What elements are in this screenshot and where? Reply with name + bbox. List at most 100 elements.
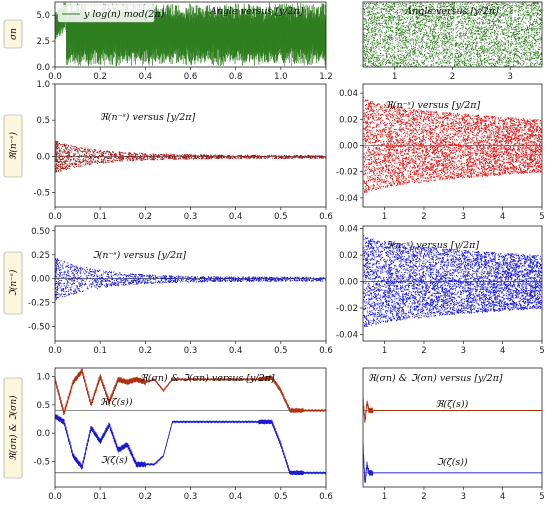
angle-right-point	[497, 25, 499, 27]
angle-right-point	[511, 9, 513, 10]
angle-right-point	[517, 18, 519, 19]
angle-right-point	[367, 48, 369, 50]
angle-right-point	[403, 39, 405, 41]
angle-right-point	[462, 6, 464, 7]
angle-right-point	[430, 47, 432, 49]
angle-right-point	[418, 17, 420, 19]
angle-right-point	[536, 31, 537, 33]
angle-right-point	[504, 54, 506, 56]
angle-right-point	[433, 31, 434, 33]
angle-left-series-line	[55, 2, 326, 67]
angle-right-point	[403, 22, 405, 24]
angle-right-point	[382, 26, 384, 28]
angle-right-point	[517, 31, 519, 33]
angle-right-point	[370, 27, 372, 29]
angle-right-point	[494, 33, 496, 35]
angle-right-point	[397, 2, 399, 3]
angle-right-point	[418, 18, 420, 20]
angle-right-point	[371, 20, 373, 21]
angle-right-point	[385, 52, 387, 54]
angle-right-point	[520, 13, 522, 15]
angle-right-point	[525, 39, 526, 40]
angle-right-point	[405, 38, 406, 39]
angle-right-point	[493, 6, 495, 8]
angle-right-point	[437, 37, 439, 39]
angle-right-point	[376, 41, 378, 43]
angle-right-point	[399, 18, 401, 20]
angle-right-point	[402, 29, 404, 31]
angle-right-point	[439, 14, 441, 15]
angle-right-point	[395, 27, 397, 29]
angle-right-point	[451, 31, 453, 33]
angle-right-point	[424, 54, 426, 55]
angle-right-point	[496, 13, 497, 15]
angle-right-point	[518, 51, 520, 53]
angle-right-point	[364, 10, 366, 12]
angle-right-point	[391, 17, 393, 19]
angle-right-point	[399, 3, 401, 5]
angle-right-point	[497, 46, 498, 48]
angle-right-point	[365, 51, 367, 52]
angle-right-point	[446, 52, 448, 53]
angle-right-point	[528, 44, 530, 46]
angle-right-point	[424, 49, 426, 51]
angle-right-point	[464, 58, 466, 59]
angle-right-point	[364, 64, 366, 66]
angle-right-point	[476, 62, 478, 64]
angle-right-point	[421, 9, 423, 11]
angle-right-point	[484, 12, 485, 14]
angle-right-point	[508, 20, 510, 22]
angle-right-point	[369, 13, 371, 14]
angle-right-point	[397, 59, 399, 61]
angle-right-point	[407, 50, 409, 52]
angle-right-point	[442, 2, 444, 4]
angle-right-point	[507, 66, 509, 67]
angle-right-point	[449, 54, 451, 56]
angle-right-point	[443, 44, 445, 46]
angle-right-point	[416, 12, 418, 14]
angle-right-point	[430, 27, 431, 29]
angle-right-point	[478, 17, 480, 19]
angle-right-point	[444, 38, 446, 40]
angle-right-point	[501, 58, 503, 60]
angle-right-point	[505, 16, 506, 18]
angle-right-point	[497, 20, 499, 22]
angle-right-point	[412, 10, 414, 11]
angle-right-point	[415, 13, 417, 15]
angle-right-point	[511, 7, 513, 9]
angle-right-point	[405, 31, 407, 33]
angle-right-point	[420, 50, 422, 52]
angle-right-point	[364, 54, 366, 56]
angle-right-point	[508, 60, 510, 62]
angle-right-point	[404, 31, 406, 33]
angle-right-point	[485, 11, 486, 13]
angle-right-point	[524, 50, 526, 52]
angle-right-point	[365, 37, 367, 39]
angle-right-point	[385, 22, 386, 24]
angle-right-point	[483, 31, 485, 32]
angle-right-point	[495, 14, 497, 16]
angle-right-point	[506, 60, 508, 62]
angle-right-point	[539, 64, 541, 66]
angle-right-point	[466, 41, 468, 43]
angle-right-point	[533, 55, 535, 57]
angle-right-point	[404, 54, 406, 56]
angle-right-point	[508, 29, 510, 31]
angle-right-point	[489, 19, 491, 21]
angle-right-point	[409, 40, 411, 41]
angle-right-point	[520, 58, 522, 60]
angle-right-point	[417, 9, 418, 11]
angle-right-point	[379, 49, 381, 51]
angle-right-point	[498, 56, 500, 58]
angle-right-point	[456, 24, 458, 25]
angle-right-point	[531, 24, 533, 26]
angle-right-point	[534, 58, 536, 59]
angle-right-point	[521, 53, 523, 54]
angle-right-point	[422, 25, 424, 27]
angle-right-point	[487, 48, 489, 50]
angle-right-point	[516, 36, 518, 38]
angle-right-point	[423, 32, 425, 33]
angle-right-point	[476, 44, 477, 46]
angle-right-point	[502, 22, 504, 24]
angle-right-point	[385, 38, 387, 40]
